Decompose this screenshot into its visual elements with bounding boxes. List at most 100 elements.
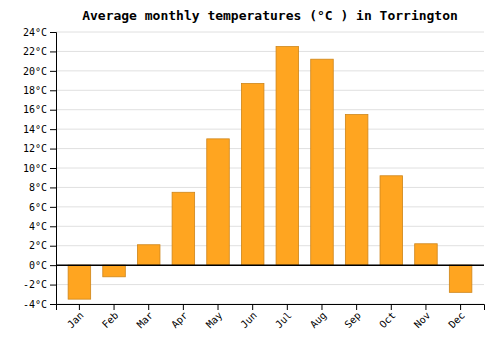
bar bbox=[172, 192, 195, 265]
x-tick-label: Aug bbox=[308, 310, 329, 331]
bar bbox=[241, 83, 264, 265]
y-axis-line bbox=[50, 33, 57, 305]
y-tick-mark bbox=[50, 226, 56, 227]
y-tick-mark bbox=[50, 110, 56, 111]
y-tick: -4°C bbox=[23, 299, 56, 310]
y-tick: 20°C bbox=[23, 66, 56, 77]
bar bbox=[207, 139, 230, 265]
x-tick-mark bbox=[183, 304, 184, 310]
x-tick: Apr bbox=[169, 304, 190, 330]
x-tick: Feb bbox=[100, 304, 121, 330]
grid-line bbox=[56, 206, 484, 207]
bar bbox=[276, 47, 299, 266]
chart: -4°C -2°C 0°C 2°C 4°C 6°C 8°C 10°C 12°C 14°C 16°C 1… bbox=[0, 0, 500, 350]
bar bbox=[137, 245, 160, 265]
plot: -4°C -2°C 0°C 2°C 4°C 6°C 8°C 10°C 12°C 14°C 16°C 1… bbox=[23, 27, 485, 331]
x-axis-line bbox=[57, 305, 485, 311]
baseline bbox=[56, 264, 484, 266]
y-tick-label: 12°C bbox=[23, 143, 47, 154]
bar bbox=[380, 176, 403, 265]
x-tick-label: Nov bbox=[412, 310, 433, 331]
grid-line bbox=[56, 70, 484, 71]
x-axis: Jan Feb Mar Apr May Jun Jul Aug Sep Oct Nov Dec bbox=[57, 304, 485, 330]
x-tick: Jun bbox=[238, 304, 259, 330]
grid-line bbox=[56, 265, 484, 266]
x-tick: Sep bbox=[342, 304, 363, 330]
x-tick-mark bbox=[356, 304, 357, 310]
bar bbox=[415, 244, 438, 265]
x-tick: Oct bbox=[377, 304, 398, 330]
x-tick: Dec bbox=[446, 304, 467, 330]
grid-line bbox=[56, 32, 484, 33]
y-tick-label: 18°C bbox=[23, 85, 47, 96]
y-tick-mark bbox=[50, 304, 56, 305]
y-tick-mark bbox=[50, 265, 56, 266]
x-tick-label: Jul bbox=[273, 310, 294, 331]
y-tick-mark bbox=[50, 168, 56, 169]
y-tick: 10°C bbox=[23, 163, 56, 174]
y-tick-label: 8°C bbox=[29, 182, 47, 193]
grid-line bbox=[56, 226, 484, 227]
x-tick: Mar bbox=[135, 304, 156, 330]
x-tick-label: Sep bbox=[342, 310, 363, 331]
x-tick-mark bbox=[287, 304, 288, 310]
grid-line bbox=[56, 90, 484, 91]
y-tick: 24°C bbox=[23, 27, 56, 38]
x-tick-label: Jun bbox=[238, 310, 259, 331]
y-tick-label: 2°C bbox=[29, 240, 47, 251]
bar bbox=[68, 265, 91, 299]
x-tick-label: Feb bbox=[100, 310, 121, 331]
x-tick-mark bbox=[218, 304, 219, 310]
y-tick-mark bbox=[50, 187, 56, 188]
y-tick-label: 22°C bbox=[23, 46, 47, 57]
y-tick-label: 4°C bbox=[29, 221, 47, 232]
bar bbox=[449, 265, 472, 292]
x-tick-mark bbox=[79, 304, 80, 310]
x-tick-mark bbox=[391, 304, 392, 310]
y-tick-label: 0°C bbox=[29, 260, 47, 271]
y-tick: 12°C bbox=[23, 143, 56, 154]
grid-line bbox=[56, 51, 484, 52]
x-tick-mark bbox=[252, 304, 253, 310]
grid-line bbox=[56, 109, 484, 110]
x-tick-label: Oct bbox=[377, 310, 398, 331]
bars bbox=[56, 47, 484, 300]
x-tick: Nov bbox=[412, 304, 433, 330]
x-tick-mark bbox=[425, 304, 426, 310]
y-tick: 14°C bbox=[23, 124, 56, 135]
x-tick: May bbox=[204, 304, 225, 330]
grid-line bbox=[56, 168, 484, 169]
y-tick-label: 16°C bbox=[23, 104, 47, 115]
y-tick-label: 6°C bbox=[29, 202, 47, 213]
y-tick-label: 24°C bbox=[23, 27, 47, 38]
y-tick: -2°C bbox=[23, 279, 56, 290]
x-tick-label: Apr bbox=[169, 310, 190, 331]
y-tick-mark bbox=[50, 51, 56, 52]
x-tick-mark bbox=[148, 304, 149, 310]
bar bbox=[345, 115, 368, 266]
x-tick-label: May bbox=[204, 310, 225, 331]
y-tick-mark bbox=[50, 129, 56, 130]
grid-line bbox=[56, 187, 484, 188]
grid-line bbox=[56, 284, 484, 285]
y-axis: -4°C -2°C 0°C 2°C 4°C 6°C 8°C 10°C 12°C 14°C 16°C 1… bbox=[23, 27, 57, 310]
y-tick-label: -4°C bbox=[23, 299, 47, 310]
x-tick-mark bbox=[114, 304, 115, 310]
x-tick-mark bbox=[460, 304, 461, 310]
x-tick: Jul bbox=[273, 304, 294, 330]
x-tick-label: Dec bbox=[446, 310, 467, 331]
y-tick-mark bbox=[50, 71, 56, 72]
grid bbox=[56, 32, 484, 304]
x-tick-mark bbox=[321, 304, 322, 310]
y-tick: 8°C bbox=[29, 182, 56, 193]
y-tick: 6°C bbox=[29, 202, 56, 213]
y-tick: 2°C bbox=[29, 240, 56, 251]
grid-line bbox=[56, 148, 484, 149]
y-tick: 16°C bbox=[23, 104, 56, 115]
x-tick-label: Jan bbox=[65, 310, 86, 331]
title: Average monthly temperatures (°C ) in To… bbox=[82, 8, 458, 23]
x-tick: Jan bbox=[65, 304, 86, 330]
y-tick: 0°C bbox=[29, 260, 56, 271]
y-tick-mark bbox=[50, 90, 56, 91]
bar bbox=[103, 265, 126, 277]
